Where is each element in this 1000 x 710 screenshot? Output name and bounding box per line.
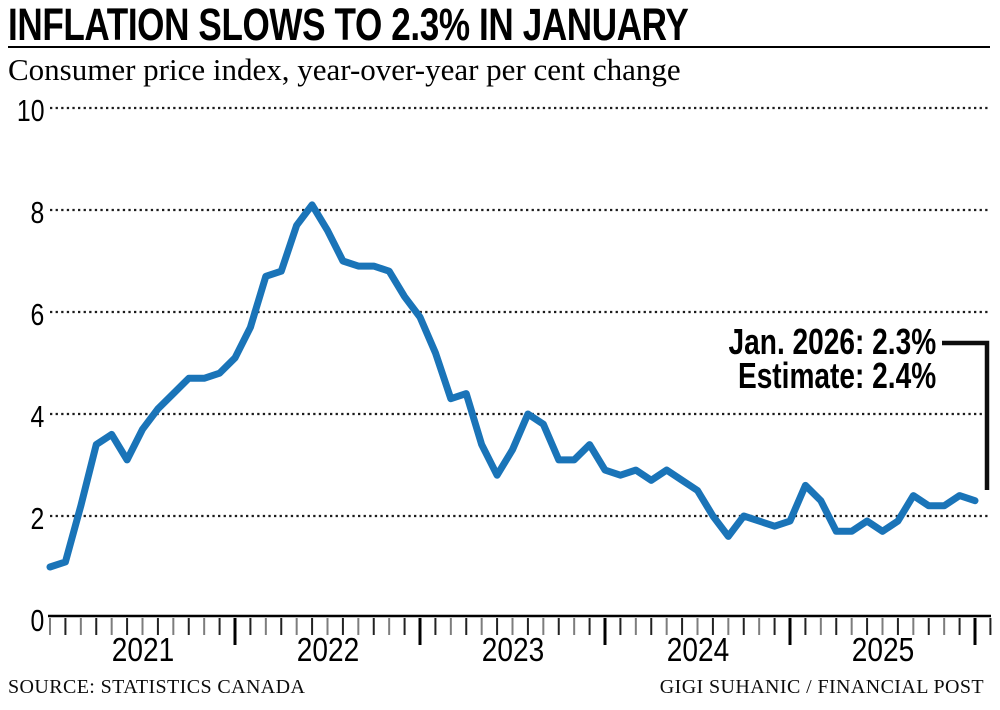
annotation-line1: Jan. 2026: 2.3%: [728, 321, 936, 362]
x-axis-label-2024: 2024: [666, 631, 729, 668]
cpi-data-line: [46, 201, 979, 571]
y-axis-label-2: 2: [30, 501, 44, 536]
annotation-line2: Estimate: 2.4%: [737, 355, 936, 396]
author-credit: GIGI SUHANIC / FINANCIAL POST: [659, 676, 984, 698]
x-axis-label-2025: 2025: [851, 631, 914, 668]
y-axis-label-6: 6: [30, 297, 44, 332]
chart-title: INFLATION SLOWS TO 2.3% IN JANUARY: [8, 0, 689, 50]
title-underline-rule: [8, 46, 990, 48]
chart-subtitle: Consumer price index, year-over-year per…: [8, 52, 681, 87]
y-axis-label-4: 4: [30, 399, 44, 434]
y-axis-label-10: 10: [16, 93, 44, 128]
x-axis-label-2022: 2022: [296, 631, 359, 668]
y-axis-label-0: 0: [30, 603, 44, 638]
source-credit: SOURCE: STATISTICS CANADA: [8, 676, 306, 698]
latest-value-annotation: Jan. 2026: 2.3% Estimate: 2.4%: [728, 321, 936, 396]
x-axis-label-2021: 2021: [111, 631, 174, 668]
annotation-bracket: [942, 340, 990, 490]
y-axis-label-8: 8: [30, 195, 44, 230]
x-axis-label-2023: 2023: [481, 631, 544, 668]
